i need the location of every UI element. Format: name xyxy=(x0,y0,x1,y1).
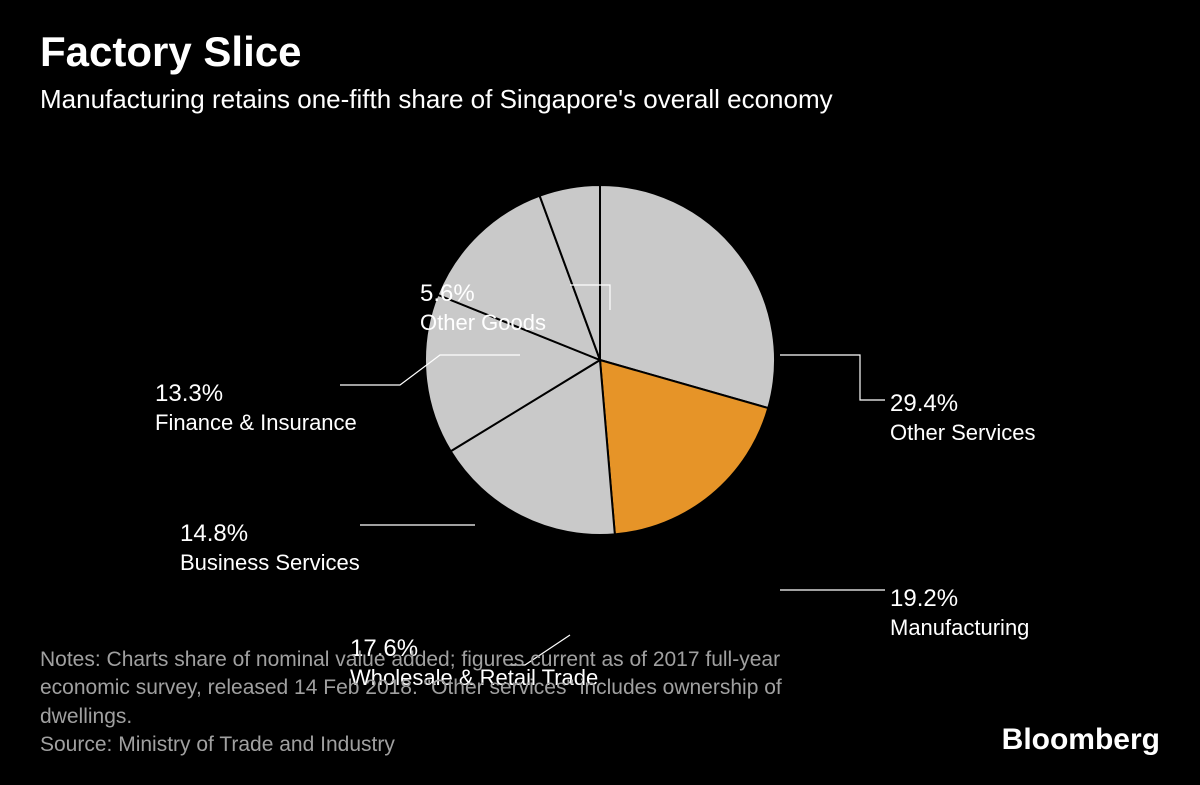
pie-label: 29.4%Other Services xyxy=(890,390,1036,446)
pie-label-name: Other Goods xyxy=(420,310,546,336)
chart-container: Factory Slice Manufacturing retains one-… xyxy=(0,0,1200,785)
pie-label-name: Other Services xyxy=(890,420,1036,446)
pie-label-pct: 14.8% xyxy=(180,520,360,548)
chart-source: Source: Ministry of Trade and Industry xyxy=(40,733,1160,757)
pie-chart-area: 29.4%Other Services19.2%Manufacturing17.… xyxy=(40,135,1160,585)
pie-label-pct: 5.6% xyxy=(420,280,546,308)
pie-label: 19.2%Manufacturing xyxy=(890,585,1029,641)
chart-footer: Notes: Charts share of nominal value add… xyxy=(40,646,1160,757)
leader-line xyxy=(780,355,885,400)
pie-label-name: Manufacturing xyxy=(890,615,1029,641)
pie-label-pct: 29.4% xyxy=(890,390,1036,418)
chart-title: Factory Slice xyxy=(40,28,1160,76)
chart-subtitle: Manufacturing retains one-fifth share of… xyxy=(40,84,1160,115)
pie-chart xyxy=(420,180,780,540)
pie-label: 14.8%Business Services xyxy=(180,520,360,576)
pie-label-name: Business Services xyxy=(180,550,360,576)
chart-notes: Notes: Charts share of nominal value add… xyxy=(40,646,800,731)
pie-label-name: Finance & Insurance xyxy=(155,410,357,436)
pie-label: 13.3%Finance & Insurance xyxy=(155,380,357,436)
pie-label-pct: 13.3% xyxy=(155,380,357,408)
pie-label: 5.6%Other Goods xyxy=(420,280,546,336)
brand-logo: Bloomberg xyxy=(1002,723,1160,757)
pie-label-pct: 19.2% xyxy=(890,585,1029,613)
